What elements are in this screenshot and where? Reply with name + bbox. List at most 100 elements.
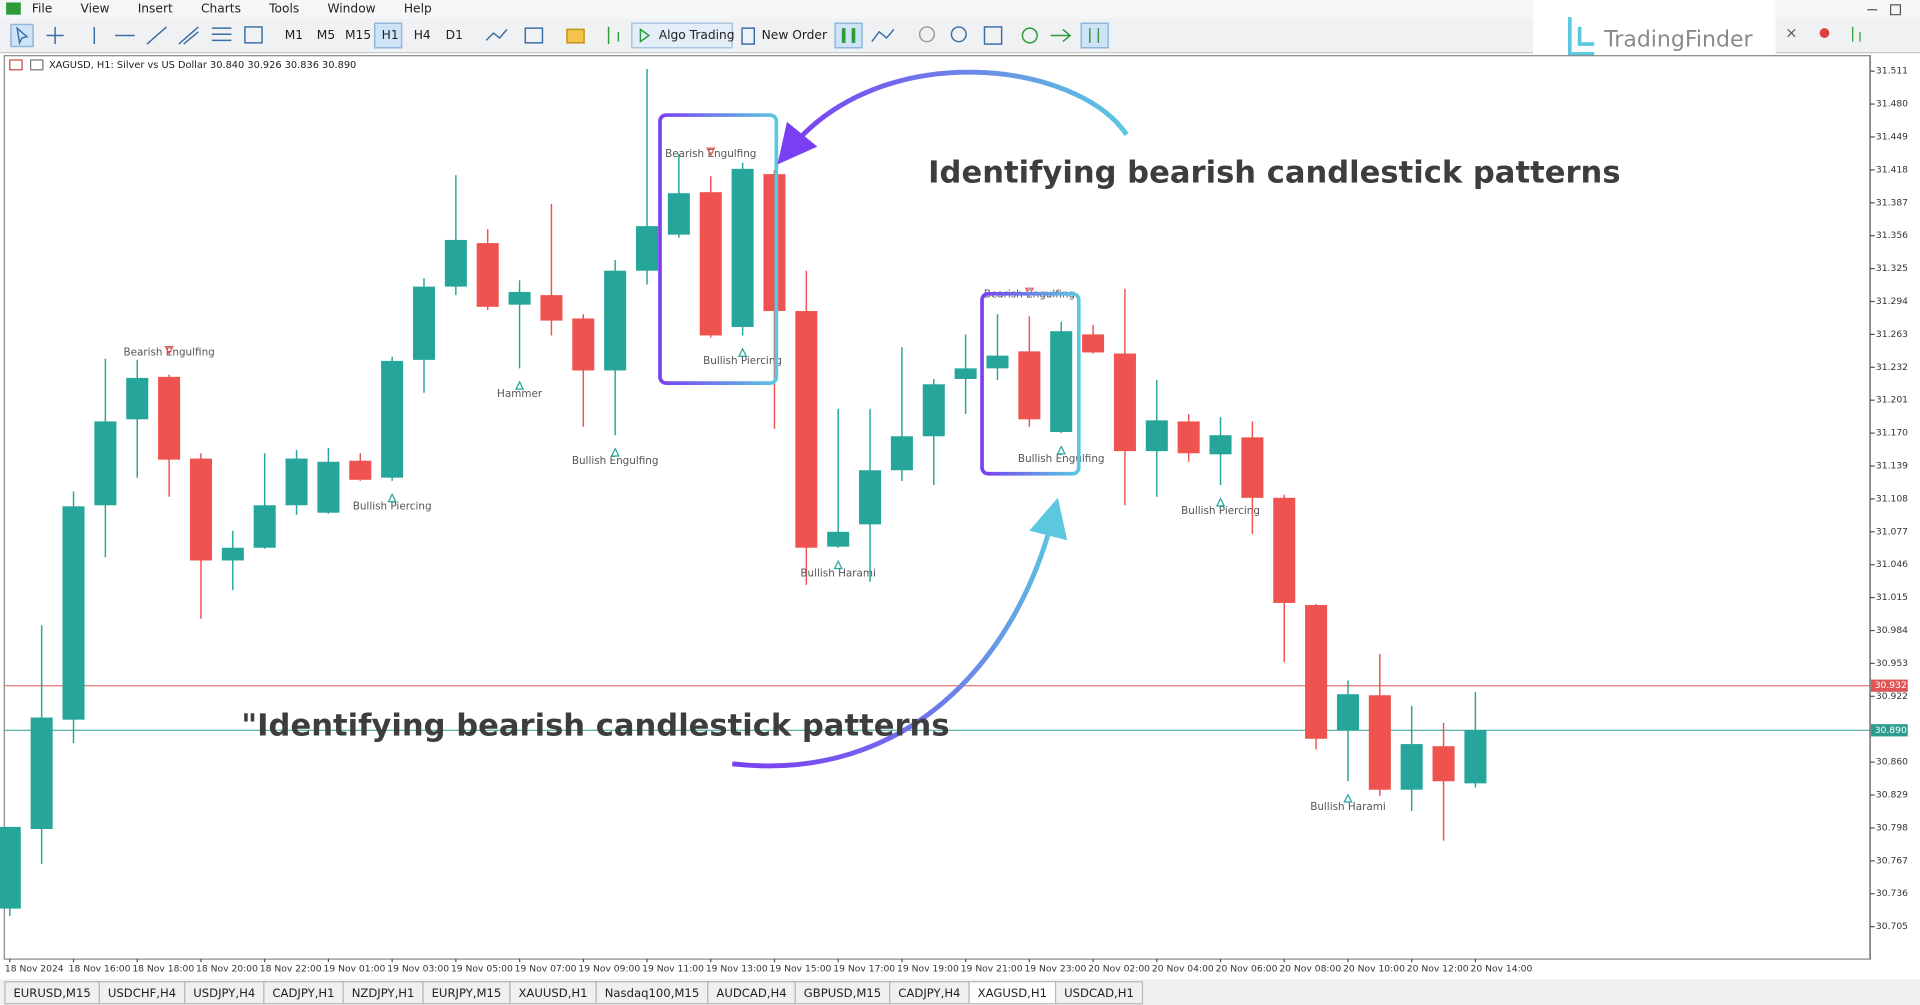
timeframe-button[interactable]: H4 (414, 28, 431, 42)
crosshair-icon[interactable] (46, 26, 64, 45)
candle-body (1050, 331, 1073, 433)
x-tick-label: 18 Nov 18:00 (132, 963, 194, 974)
menu-item[interactable]: Insert (138, 2, 173, 16)
tab-label[interactable]: Nasdaq100,M15 (605, 986, 699, 1000)
y-tick-label: 30.705 (1876, 921, 1908, 932)
tab-label[interactable]: XAGUSD,H1 (978, 986, 1047, 1000)
chart-icon (9, 59, 23, 71)
tab-label[interactable]: CADJPY,H4 (898, 986, 960, 1000)
candle-mode-bg[interactable] (834, 22, 863, 49)
algo-trading-button[interactable]: Algo Trading (659, 28, 735, 42)
pattern-marker (610, 447, 620, 457)
candle-body (859, 470, 882, 525)
open-folder-icon[interactable] (566, 28, 585, 44)
cursor-tool[interactable] (10, 23, 34, 48)
candle-body (508, 291, 531, 305)
candle-body (381, 360, 404, 478)
grid-icon[interactable] (983, 26, 1003, 45)
menu-item[interactable]: File (32, 2, 52, 16)
menu-item[interactable]: Help (404, 2, 432, 16)
tab-label[interactable]: USDCHF,H4 (108, 986, 176, 1000)
pattern-label: Hammer (497, 388, 543, 400)
candle-mode-icon (841, 28, 856, 43)
candle-body (126, 377, 149, 420)
autoscroll-icon[interactable] (1050, 28, 1072, 43)
pattern-marker (1056, 445, 1066, 455)
zoom-in-icon[interactable] (918, 26, 936, 43)
tab-label[interactable]: USDJPY,H4 (193, 986, 255, 1000)
close-icon[interactable] (1787, 28, 1796, 38)
y-tick-label: 31.356 (1876, 230, 1908, 241)
price-tag-label: 30.932 (1875, 680, 1907, 691)
x-tick-label: 18 Nov 20:00 (196, 963, 258, 974)
candle-body (221, 547, 244, 561)
x-tick-label: 20 Nov 12:00 (1407, 963, 1469, 974)
tab-label[interactable]: USDCAD,H1 (1064, 986, 1134, 1000)
shapes-icon[interactable] (244, 26, 263, 44)
x-tick-label: 19 Nov 09:00 (578, 963, 640, 974)
menu-item[interactable]: Charts (201, 2, 241, 16)
y-tick-label: 30.767 (1876, 855, 1908, 866)
y-tick-label: 30.829 (1876, 790, 1908, 801)
tab-label[interactable]: GBPUSD,M15 (804, 986, 881, 1000)
depth-icon[interactable] (607, 26, 620, 45)
candle-body (1145, 420, 1168, 452)
x-tick-label: 19 Nov 07:00 (515, 963, 577, 974)
tab-label[interactable]: EURJPY,M15 (432, 986, 502, 1000)
candle-body (1082, 334, 1105, 353)
shift-bg[interactable] (1080, 22, 1109, 49)
zoom-out-icon[interactable] (950, 26, 967, 43)
tab-label[interactable]: NZDJPY,H1 (352, 986, 415, 1000)
candle-body (986, 355, 1009, 369)
min-max-icons[interactable] (1867, 4, 1902, 16)
chart-title: XAGUSD, H1: Silver vs US Dollar 30.840 3… (49, 60, 356, 71)
trendline-icon[interactable] (146, 26, 168, 45)
tab[interactable] (1054, 981, 1144, 1005)
line-mode-icon[interactable] (871, 28, 895, 43)
menu-item[interactable]: Window (327, 2, 375, 16)
notify-icon[interactable] (1819, 28, 1830, 38)
y-tick-label: 31.077 (1876, 526, 1908, 537)
timeframe-button[interactable]: M15 (345, 28, 371, 42)
templates-icon[interactable] (524, 27, 544, 44)
y-tick-label: 31.418 (1876, 164, 1908, 175)
logo-text: TradingFinder (1603, 27, 1753, 52)
algo-icon (639, 27, 651, 44)
menu-item[interactable]: View (80, 2, 109, 16)
timeframe-button[interactable]: M5 (317, 28, 335, 42)
candle-body (1368, 695, 1391, 790)
tab-label[interactable]: AUDCAD,H4 (716, 986, 786, 1000)
pattern-marker (1215, 497, 1226, 507)
tab-label[interactable]: EURUSD,M15 (13, 986, 90, 1000)
fibo-icon[interactable] (211, 27, 232, 42)
timeframe-button[interactable]: H1 (382, 28, 399, 42)
tab-label[interactable]: CADJPY,H1 (272, 986, 334, 1000)
candle-body (604, 270, 627, 371)
timeframe-button[interactable]: M1 (285, 28, 303, 42)
settings-icon[interactable] (1021, 27, 1038, 44)
price-tag-label: 30.890 (1875, 725, 1907, 736)
x-tick-label: 19 Nov 19:00 (897, 963, 959, 974)
tab-label[interactable]: XAUUSD,H1 (518, 986, 587, 1000)
channel-icon[interactable] (178, 26, 199, 45)
pattern-marker (514, 380, 525, 390)
app-icon (6, 2, 21, 15)
price-tag (1871, 679, 1908, 692)
x-tick-label: 19 Nov 23:00 (1024, 963, 1086, 974)
y-tick-label: 30.736 (1876, 888, 1908, 899)
cursor-icon (16, 26, 29, 46)
candle-body (1018, 351, 1041, 420)
x-tick-label: 19 Nov 17:00 (833, 963, 895, 974)
indicators-icon[interactable] (485, 28, 508, 41)
x-tick-label: 20 Nov 08:00 (1279, 963, 1341, 974)
pattern-label: Bullish Piercing (1181, 505, 1260, 517)
annotation-text: Identifying bearish candlestick patterns (928, 155, 1620, 190)
timeframe-button[interactable]: D1 (446, 28, 463, 42)
candle-body (636, 226, 659, 271)
new-order-button[interactable]: New Order (762, 28, 828, 42)
pattern-label: Bullish Harami (1310, 801, 1386, 813)
y-tick-label: 31.511 (1876, 66, 1908, 77)
candle-body (30, 717, 53, 829)
window-controls (1787, 4, 1902, 42)
menu-item[interactable]: Tools (268, 2, 299, 16)
